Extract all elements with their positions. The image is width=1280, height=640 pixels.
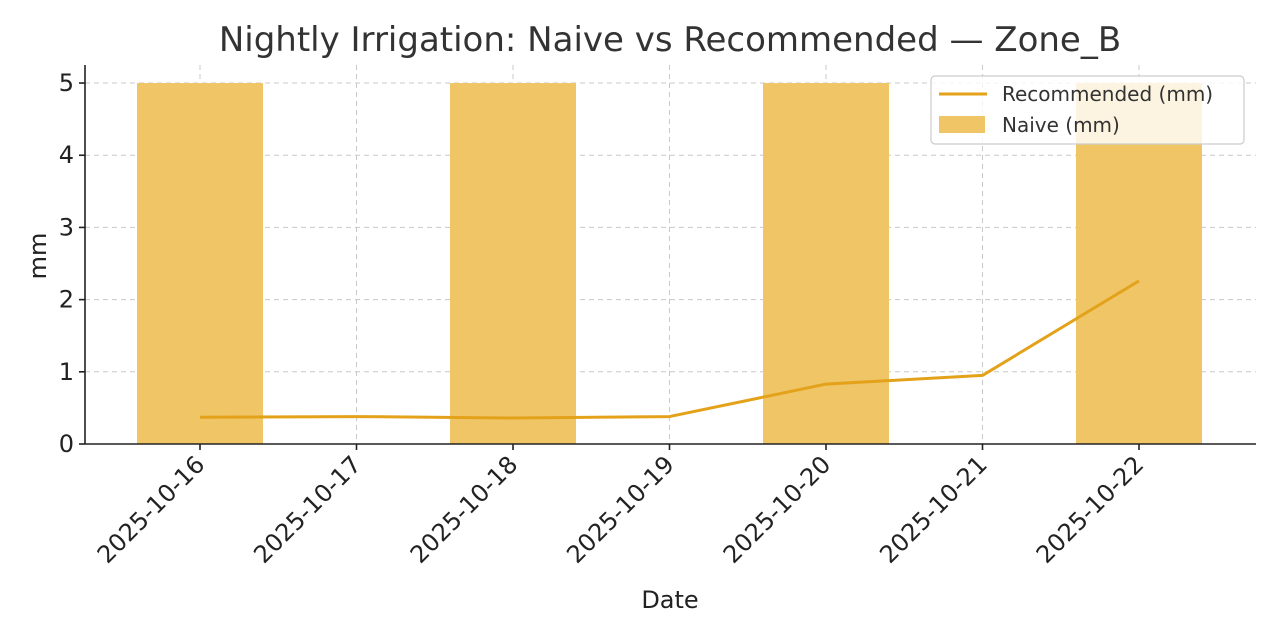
- bar-naive: [137, 83, 263, 445]
- legend: Recommended (mm) Naive (mm): [930, 75, 1245, 145]
- x-tick-label: 2025-10-19: [561, 450, 679, 568]
- line-layer: [199, 279, 1140, 420]
- x-tick-label: 2025-10-20: [718, 450, 836, 568]
- line-recommended: [199, 279, 1140, 420]
- x-tick-label: 2025-10-21: [874, 450, 992, 568]
- chart-title: Nightly Irrigation: Naive vs Recommended…: [219, 20, 1121, 60]
- y-tick-label: 1: [59, 358, 74, 386]
- y-tick-label: 3: [59, 213, 74, 241]
- x-tick-label: 2025-10-22: [1031, 450, 1149, 568]
- legend-label-recommended: Recommended (mm): [1002, 82, 1213, 106]
- y-tick-label: 2: [59, 286, 74, 314]
- x-tick-label: 2025-10-17: [248, 450, 366, 568]
- bar-naive: [450, 83, 576, 445]
- legend-box: [930, 75, 1245, 145]
- legend-bar-swatch: [939, 116, 985, 133]
- x-tick-label: 2025-10-18: [405, 450, 523, 568]
- x-tick-label: 2025-10-16: [92, 450, 210, 568]
- bar-naive: [763, 83, 889, 445]
- y-tick-label: 5: [59, 69, 74, 97]
- y-tick-label: 4: [59, 141, 74, 169]
- y-axis-label: mm: [24, 233, 52, 280]
- legend-label-naive: Naive (mm): [1002, 113, 1120, 137]
- x-axis-label: Date: [641, 586, 698, 614]
- y-tick-label: 0: [59, 430, 74, 458]
